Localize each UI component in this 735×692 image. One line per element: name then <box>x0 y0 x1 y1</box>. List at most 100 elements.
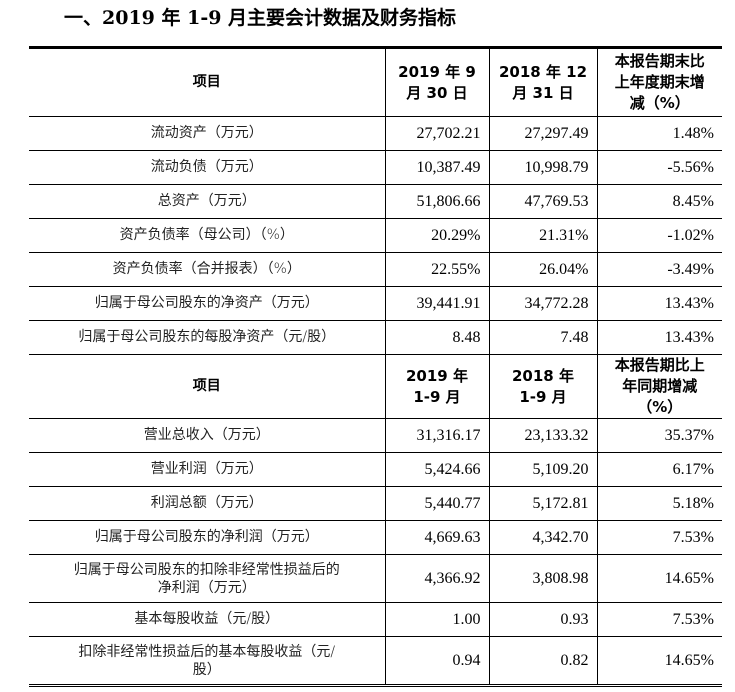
row-item: 资产负债率（母公司）（%） <box>29 218 385 253</box>
header-line: 上年度期末增 <box>614 73 705 91</box>
table-row: 资产负债率（合并报表）（%） 22.55% 26.04% -3.49% <box>29 252 722 287</box>
table-row: 基本每股收益（元/股） 1.00 0.93 7.53% <box>29 602 722 637</box>
value-change: 8.45% <box>596 184 722 219</box>
value-current: 0.94 <box>384 636 489 687</box>
row-item: 归属于母公司股东的扣除非经常性损益后的 净利润（万元） <box>29 554 385 603</box>
value-change: 1.48% <box>596 116 722 151</box>
value-current: 8.48 <box>384 320 489 355</box>
value-current: 4,366.92 <box>384 554 489 603</box>
table-row: 流动负债（万元） 10,387.49 10,998.79 -5.56% <box>29 150 722 185</box>
value-change: 7.53% <box>596 520 722 555</box>
header-2019-jan-sep: 2019 年 1-9 月 <box>384 354 489 419</box>
header-line: （%） <box>637 398 683 416</box>
row-item-line: 归属于母公司股东的扣除非经常性损益后的 <box>73 561 340 578</box>
row-item-line: 净利润（万元） <box>157 579 256 596</box>
row-item: 总资产（万元） <box>29 184 385 219</box>
value-prior: 0.93 <box>488 602 597 637</box>
value-change: 14.65% <box>596 554 722 603</box>
header-item: 项目 <box>29 46 385 117</box>
header-change-vs-year-end: 本报告期末比 上年度期末增 减（%） <box>596 46 722 117</box>
value-change: 7.53% <box>596 602 722 637</box>
value-prior: 27,297.49 <box>488 116 597 151</box>
value-prior: 23,133.32 <box>488 418 597 453</box>
value-current: 5,424.66 <box>384 452 489 487</box>
value-prior: 3,808.98 <box>488 554 597 603</box>
row-item: 流动负债（万元） <box>29 150 385 185</box>
row-item-line: 扣除非经常性损益后的基本每股收益（元/ <box>78 643 336 660</box>
row-item: 营业利润（万元） <box>29 452 385 487</box>
table-row: 营业利润（万元） 5,424.66 5,109.20 6.17% <box>29 452 722 487</box>
value-prior: 26.04% <box>488 252 597 287</box>
value-prior: 4,342.70 <box>488 520 597 555</box>
value-prior: 5,172.81 <box>488 486 597 521</box>
value-current: 39,441.91 <box>384 286 489 321</box>
value-prior: 7.48 <box>488 320 597 355</box>
table-row: 归属于母公司股东的每股净资产（元/股） 8.48 7.48 13.43% <box>29 320 722 355</box>
value-current: 4,669.63 <box>384 520 489 555</box>
header-line: 2019 年 9 <box>398 62 476 81</box>
header-2019-sep30: 2019 年 9 月 30 日 <box>384 46 489 117</box>
header-item: 项目 <box>29 354 385 419</box>
balance-header-row: 项目 2019 年 9 月 30 日 2018 年 12 月 31 日 本报告期末比… <box>29 46 722 117</box>
value-current: 10,387.49 <box>384 150 489 185</box>
table-row: 归属于母公司股东的净利润（万元） 4,669.63 4,342.70 7.53% <box>29 520 722 555</box>
row-item: 利润总额（万元） <box>29 486 385 521</box>
row-item: 流动资产（万元） <box>29 116 385 151</box>
income-header-row: 项目 2019 年 1-9 月 2018 年 1-9 月 本报告期比上 年同期增减 （%… <box>29 354 722 419</box>
header-line: 年同期增减 <box>622 377 698 395</box>
value-change: -1.02% <box>596 218 722 253</box>
value-current: 20.29% <box>384 218 489 253</box>
row-item: 扣除非经常性损益后的基本每股收益（元/股） <box>29 636 385 687</box>
header-change-yoy: 本报告期比上 年同期增减 （%） <box>596 354 722 419</box>
value-prior: 47,769.53 <box>488 184 597 219</box>
value-change: 5.18% <box>596 486 722 521</box>
value-prior: 10,998.79 <box>488 150 597 185</box>
header-line: 本报告期末比 <box>614 52 705 70</box>
row-item: 基本每股收益（元/股） <box>29 602 385 637</box>
value-prior: 5,109.20 <box>488 452 597 487</box>
row-item: 归属于母公司股东的每股净资产（元/股） <box>29 320 385 355</box>
value-change: 13.43% <box>596 320 722 355</box>
value-current: 51,806.66 <box>384 184 489 219</box>
header-line: 月 31 日 <box>512 83 574 102</box>
header-line: 2018 年 12 <box>498 62 588 81</box>
value-prior: 34,772.28 <box>488 286 597 321</box>
financial-data-table: 项目 2019 年 9 月 30 日 2018 年 12 月 31 日 本报告期末比… <box>29 46 722 687</box>
header-line: 1-9 月 <box>413 387 461 406</box>
value-change: -3.49% <box>596 252 722 287</box>
header-line: 2018 年 <box>512 366 574 385</box>
header-line: 2019 年 <box>406 366 468 385</box>
header-line: 1-9 月 <box>519 387 567 406</box>
header-2018-jan-sep: 2018 年 1-9 月 <box>488 354 597 419</box>
value-change: 6.17% <box>596 452 722 487</box>
table-row: 利润总额（万元） 5,440.77 5,172.81 5.18% <box>29 486 722 521</box>
value-change: 13.43% <box>596 286 722 321</box>
table-row: 资产负债率（母公司）（%） 20.29% 21.31% -1.02% <box>29 218 722 253</box>
header-2018-dec31: 2018 年 12 月 31 日 <box>488 46 597 117</box>
value-current: 27,702.21 <box>384 116 489 151</box>
table-row: 总资产（万元） 51,806.66 47,769.53 8.45% <box>29 184 722 219</box>
table-row: 归属于母公司股东的净资产（万元） 39,441.91 34,772.28 13.… <box>29 286 722 321</box>
value-current: 22.55% <box>384 252 489 287</box>
table-row: 扣除非经常性损益后的基本每股收益（元/股） 0.94 0.82 14.65% <box>29 636 722 687</box>
row-item: 营业总收入（万元） <box>29 418 385 453</box>
section-heading: 一、2019 年 1-9 月主要会计数据及财务指标 <box>64 7 457 29</box>
value-change: -5.56% <box>596 150 722 185</box>
header-line: 月 30 日 <box>406 83 468 102</box>
value-current: 1.00 <box>384 602 489 637</box>
value-change: 14.65% <box>596 636 722 687</box>
table-row: 流动资产（万元） 27,702.21 27,297.49 1.48% <box>29 116 722 151</box>
value-prior: 21.31% <box>488 218 597 253</box>
value-current: 31,316.17 <box>384 418 489 453</box>
value-change: 35.37% <box>596 418 722 453</box>
row-item: 资产负债率（合并报表）（%） <box>29 252 385 287</box>
row-item: 归属于母公司股东的净资产（万元） <box>29 286 385 321</box>
table-row: 归属于母公司股东的扣除非经常性损益后的 净利润（万元） 4,366.92 3,80… <box>29 554 722 603</box>
header-line: 本报告期比上 <box>614 356 705 374</box>
row-item: 归属于母公司股东的净利润（万元） <box>29 520 385 555</box>
header-line: 减（%） <box>629 94 690 112</box>
value-prior: 0.82 <box>488 636 597 687</box>
row-item-line: 股） <box>192 661 221 678</box>
value-current: 5,440.77 <box>384 486 489 521</box>
table-row: 营业总收入（万元） 31,316.17 23,133.32 35.37% <box>29 418 722 453</box>
